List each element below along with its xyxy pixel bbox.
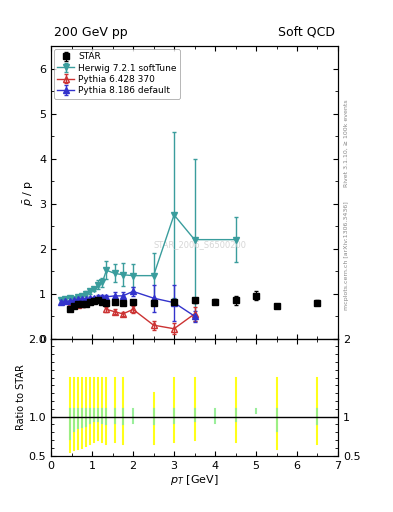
Text: STAR_2006_S6500200: STAR_2006_S6500200 [154, 241, 247, 249]
Text: Soft QCD: Soft QCD [278, 26, 335, 39]
Y-axis label: Ratio to STAR: Ratio to STAR [16, 364, 26, 430]
Legend: STAR, Herwig 7.2.1 softTune, Pythia 6.428 370, Pythia 8.186 default: STAR, Herwig 7.2.1 softTune, Pythia 6.42… [54, 49, 180, 99]
Text: mcplots.cern.ch [arXiv:1306.3436]: mcplots.cern.ch [arXiv:1306.3436] [344, 202, 349, 310]
Text: 200 GeV pp: 200 GeV pp [54, 26, 128, 39]
Y-axis label: $\bar{p}$ / p: $\bar{p}$ / p [22, 179, 36, 205]
Text: Rivet 3.1.10, ≥ 100k events: Rivet 3.1.10, ≥ 100k events [344, 99, 349, 187]
X-axis label: $p_T$ [GeV]: $p_T$ [GeV] [170, 473, 219, 487]
